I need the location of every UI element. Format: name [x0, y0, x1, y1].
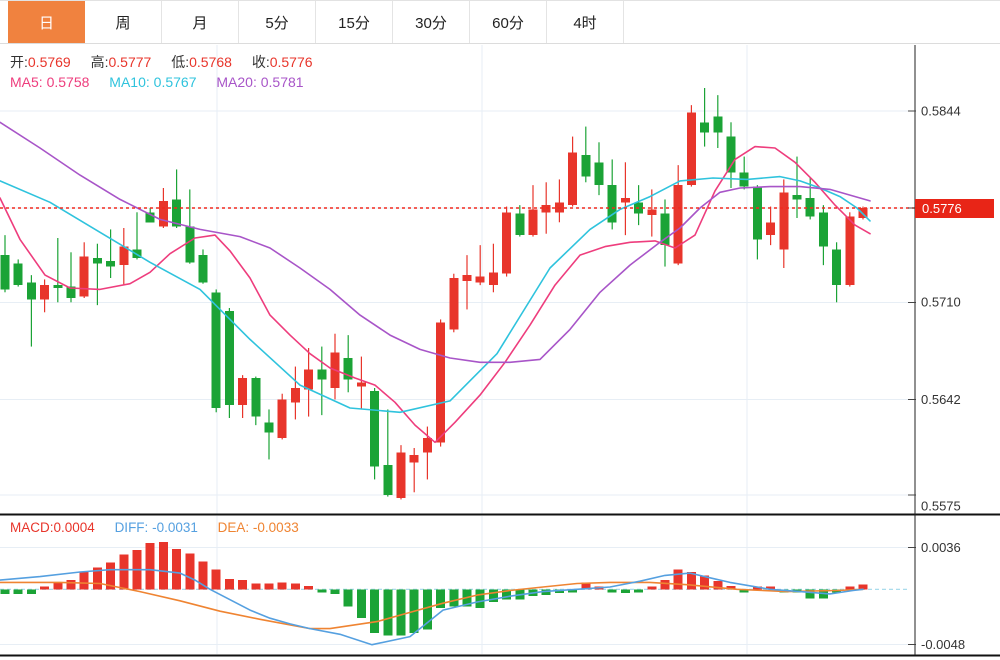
- tab-4hour[interactable]: 4时: [547, 1, 624, 43]
- svg-text:0.5575: 0.5575: [921, 498, 961, 513]
- svg-text:0.5710: 0.5710: [921, 295, 961, 310]
- tab-60min[interactable]: 60分: [470, 1, 547, 43]
- tab-month[interactable]: 月: [162, 1, 239, 43]
- tab-30min[interactable]: 30分: [393, 1, 470, 43]
- svg-text:-0.0048: -0.0048: [921, 637, 965, 652]
- svg-text:0.0036: 0.0036: [921, 540, 961, 555]
- timeframe-tabbar: 日 周 月 5分 15分 30分 60分 4时: [0, 0, 1000, 44]
- svg-text:0.5642: 0.5642: [921, 392, 961, 407]
- current-price-tag: 0.5776: [915, 199, 994, 218]
- tab-week[interactable]: 周: [85, 1, 162, 43]
- tab-5min[interactable]: 5分: [239, 1, 316, 43]
- tab-15min[interactable]: 15分: [316, 1, 393, 43]
- tab-day[interactable]: 日: [8, 1, 85, 43]
- svg-text:0.5844: 0.5844: [921, 103, 961, 118]
